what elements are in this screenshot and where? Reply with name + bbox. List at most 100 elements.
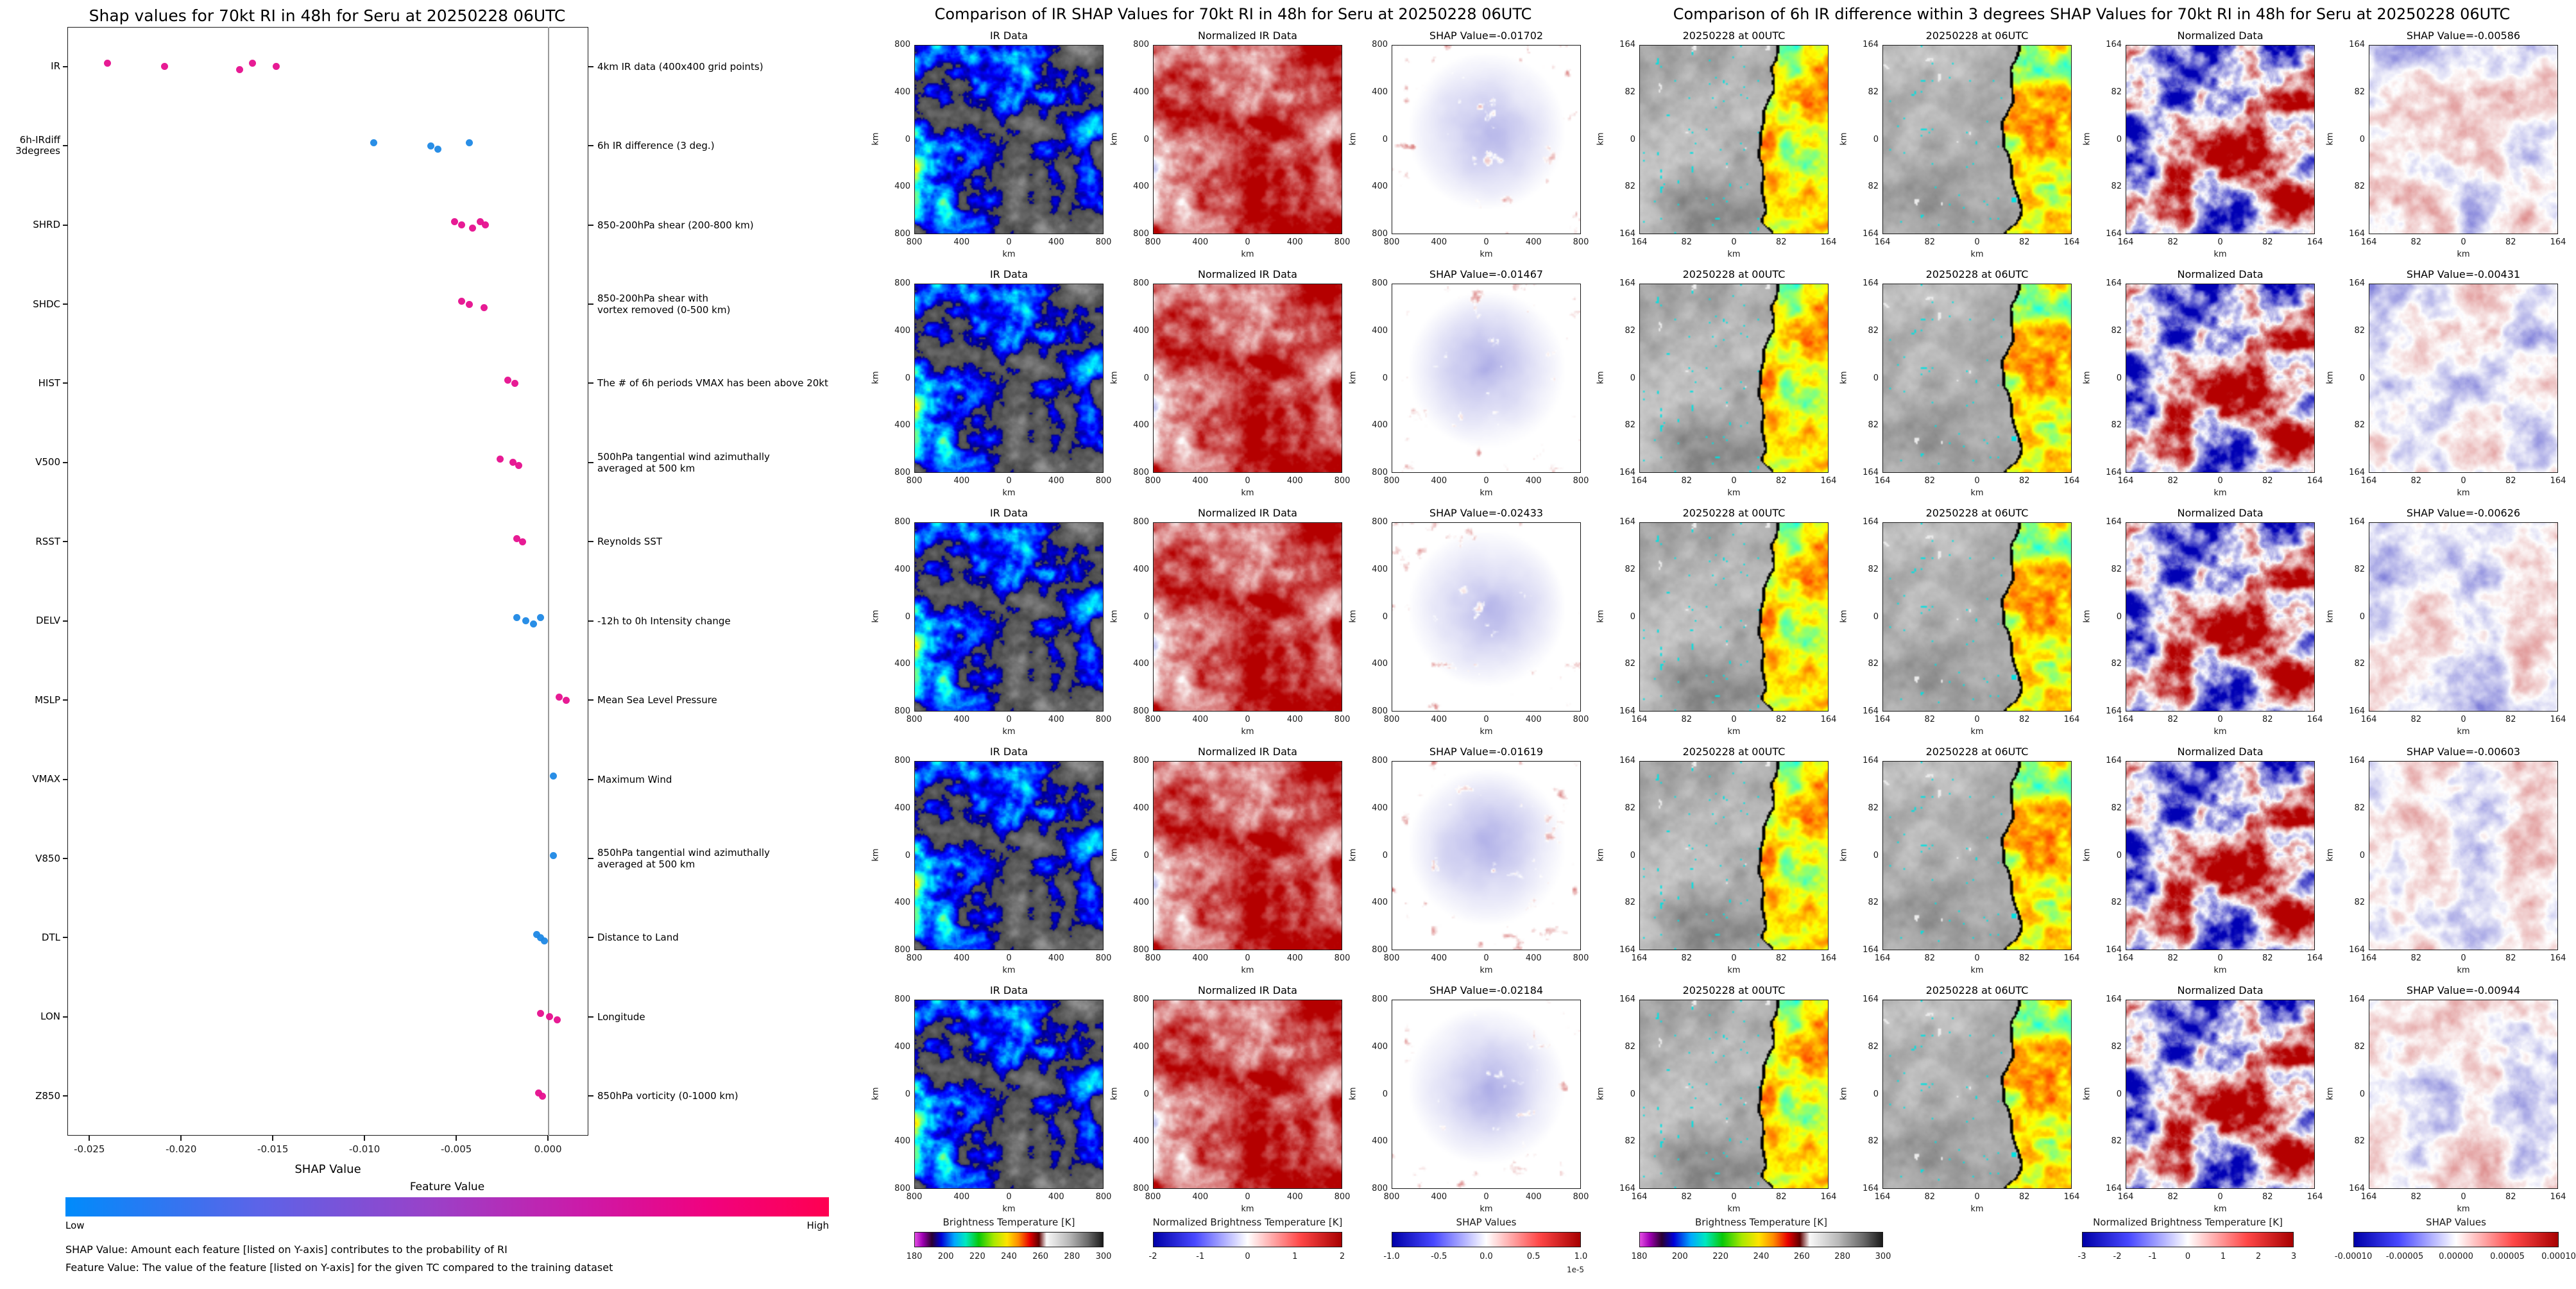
x-tick-label: 0 bbox=[1483, 715, 1489, 724]
feature-description: 4km IR data (400x400 grid points) bbox=[597, 60, 763, 73]
x-tick-label: 0 bbox=[1245, 953, 1250, 963]
feature-description: 850hPa vorticity (0-1000 km) bbox=[597, 1090, 738, 1102]
x-tick-label: 82 bbox=[1775, 953, 1787, 963]
x-tick-label: 400 bbox=[1525, 476, 1542, 486]
x-tick-label: 800 bbox=[1145, 237, 1161, 247]
gray-image-canvas bbox=[1883, 46, 2071, 234]
subplot-title: 20250228 at 06UTC bbox=[1925, 984, 2029, 996]
y-tick-label: 800 bbox=[894, 517, 910, 527]
x-tick-label: 0 bbox=[1006, 953, 1012, 963]
y-tick-label: 164 bbox=[2106, 706, 2122, 716]
y-tick-mark bbox=[63, 541, 67, 543]
x-tick-label: -0.010 bbox=[348, 1143, 380, 1155]
x-tick-label: 400 bbox=[1286, 476, 1303, 486]
y-tick-mark bbox=[63, 937, 67, 939]
y-tick-label: 0 bbox=[1143, 134, 1149, 144]
y-tick-label: 164 bbox=[1619, 278, 1635, 288]
y-tick-label: 0 bbox=[2116, 611, 2122, 622]
gray-image-canvas bbox=[1640, 1000, 1828, 1188]
x-axis-label: km bbox=[1002, 727, 1016, 737]
y-tick-label: 0 bbox=[1873, 850, 1879, 860]
y-tick-label: 0 bbox=[1382, 611, 1388, 622]
normir-image-canvas bbox=[1154, 1000, 1342, 1188]
footnote-shap-value: SHAP Value: Amount each feature [listed … bbox=[65, 1243, 508, 1256]
gray-image-canvas bbox=[1640, 284, 1828, 472]
shap-dot bbox=[497, 456, 504, 463]
feature-label: V850 bbox=[35, 852, 60, 864]
feature-description: 850hPa tangential wind azimuthally avera… bbox=[597, 847, 770, 870]
x-tick-label: 800 bbox=[1573, 237, 1589, 247]
gray-image-subplot bbox=[1882, 284, 2072, 473]
feature-description: Distance to Land bbox=[597, 932, 679, 944]
subplot-title: IR Data bbox=[989, 984, 1028, 996]
y-tick-label: 82 bbox=[1868, 659, 1879, 669]
x-axis-label: km bbox=[2457, 488, 2470, 498]
gray-image-subplot bbox=[1639, 45, 1829, 234]
x-tick-label: 800 bbox=[1145, 953, 1161, 963]
x-axis-label: km bbox=[1727, 966, 1741, 975]
normdiff-image-subplot bbox=[2126, 284, 2315, 473]
subplot-title: SHAP Value=-0.00586 bbox=[2406, 30, 2521, 42]
y-tick-label: 800 bbox=[894, 756, 910, 765]
x-tick-label: 164 bbox=[1820, 953, 1837, 963]
ir-image-subplot bbox=[914, 761, 1104, 950]
colorbar-title: Brightness Temperature [K] bbox=[943, 1216, 1075, 1228]
y-tick-label: 400 bbox=[1133, 1136, 1149, 1147]
y-tick-label: 800 bbox=[1133, 706, 1149, 716]
y-axis-label: km bbox=[2325, 370, 2335, 384]
colorbar-tick-label: 0.00000 bbox=[2439, 1252, 2473, 1261]
x-tick-label: -0.025 bbox=[74, 1143, 105, 1155]
subplot-title: SHAP Value=-0.00431 bbox=[2406, 268, 2521, 280]
y-tick-mark bbox=[588, 1095, 593, 1097]
x-axis-label: km bbox=[2213, 727, 2227, 737]
shap-image-subplot bbox=[1392, 284, 1581, 473]
y-tick-label: 82 bbox=[2354, 564, 2365, 574]
x-tick-label: 164 bbox=[2063, 237, 2080, 247]
x-tick-label: 164 bbox=[2307, 1192, 2323, 1202]
y-tick-label: 164 bbox=[2349, 517, 2365, 527]
x-tick-label: 800 bbox=[1334, 237, 1351, 247]
colorbar-tick-label: -2 bbox=[2113, 1252, 2122, 1261]
y-tick-label: 164 bbox=[2106, 517, 2122, 527]
y-tick-label: 400 bbox=[894, 420, 910, 431]
y-tick-label: 82 bbox=[2111, 420, 2122, 431]
subplot-title: SHAP Value=-0.00603 bbox=[2406, 746, 2521, 758]
ir-image-canvas bbox=[915, 523, 1103, 711]
y-tick-label: 82 bbox=[2354, 898, 2365, 908]
colorbar-tick-label: 180 bbox=[906, 1252, 923, 1261]
x-tick-label: 0 bbox=[1245, 237, 1250, 247]
x-tick-label: 0 bbox=[2461, 237, 2466, 247]
x-tick-label: 164 bbox=[2550, 476, 2566, 486]
y-tick-label: 82 bbox=[1868, 420, 1879, 431]
x-tick-label: 164 bbox=[1874, 476, 1891, 486]
subplot-title: Normalized Data bbox=[2177, 30, 2264, 42]
x-tick-label: 82 bbox=[1924, 237, 1936, 247]
y-tick-label: 400 bbox=[1133, 659, 1149, 669]
subplot-title: 20250228 at 06UTC bbox=[1925, 746, 2029, 758]
shap-dot bbox=[482, 221, 490, 229]
y-axis-label: km bbox=[2082, 1086, 2092, 1100]
y-tick-label: 82 bbox=[2354, 87, 2365, 97]
gray-image-canvas bbox=[1640, 523, 1828, 711]
colorbar-tick-label: 0 bbox=[1245, 1252, 1250, 1261]
x-tick-label: 800 bbox=[1334, 476, 1351, 486]
shap-dot bbox=[515, 462, 522, 470]
x-axis-label: km bbox=[1480, 727, 1493, 737]
y-tick-label: 164 bbox=[1863, 229, 1879, 239]
y-tick-mark bbox=[588, 303, 593, 305]
x-tick-label: 164 bbox=[2063, 476, 2080, 486]
gray-image-subplot bbox=[1639, 522, 1829, 712]
y-tick-label: 164 bbox=[2349, 40, 2365, 49]
normdiff-image-canvas bbox=[2126, 46, 2314, 234]
colorbar-tick-label: 2 bbox=[2255, 1252, 2262, 1261]
y-tick-label: 82 bbox=[2354, 659, 2365, 669]
normdiff-image-subplot bbox=[2126, 522, 2315, 712]
y-tick-label: 0 bbox=[1873, 134, 1879, 144]
x-tick-label: 400 bbox=[1048, 953, 1064, 963]
subplot-title: Normalized IR Data bbox=[1198, 30, 1297, 42]
x-tick-label: 164 bbox=[2360, 953, 2377, 963]
x-tick-label: 400 bbox=[953, 953, 970, 963]
x-tick-mark bbox=[180, 1136, 182, 1141]
x-tick-label: 400 bbox=[1525, 715, 1542, 724]
y-tick-label: 0 bbox=[2116, 373, 2122, 383]
